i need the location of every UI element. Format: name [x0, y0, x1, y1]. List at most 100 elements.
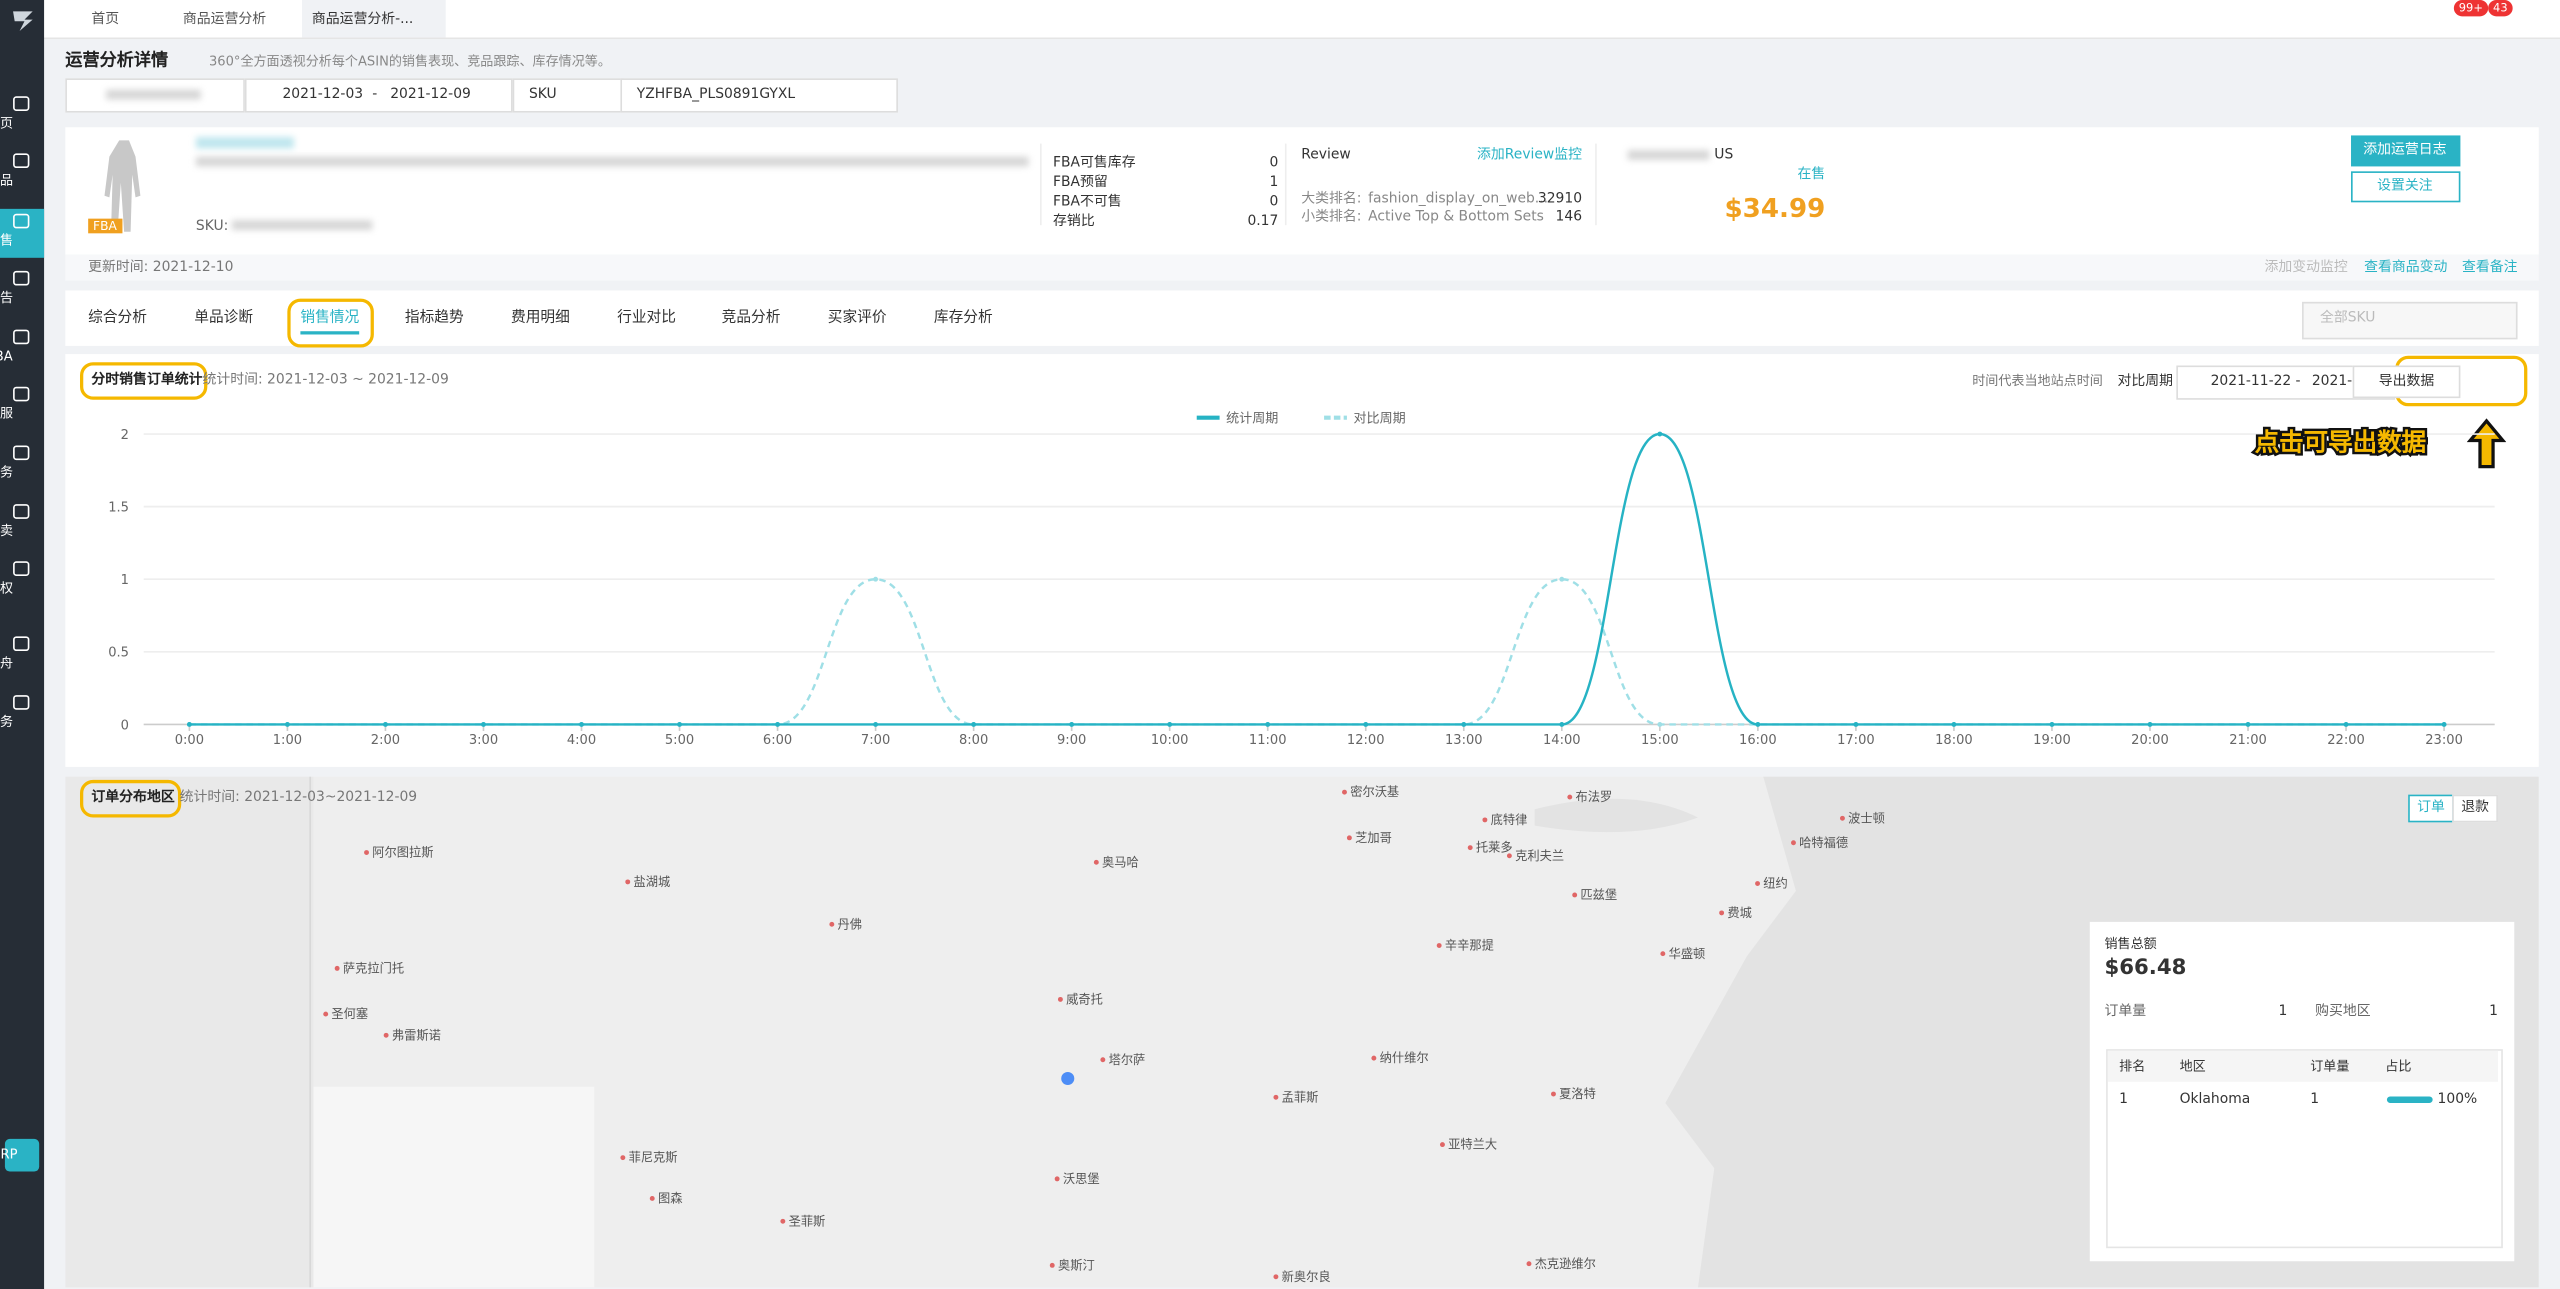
x-tick-label: 17:00 — [1837, 733, 1875, 748]
x-tick-label: 0:00 — [175, 733, 204, 748]
city-dot — [780, 1218, 786, 1224]
city-label: 圣何塞 — [331, 1006, 369, 1022]
point — [382, 722, 388, 727]
sidebar-item[interactable]: 客服 — [0, 406, 14, 421]
city-label: 费城 — [1727, 905, 1752, 921]
nav-tab[interactable]: 单品诊断 — [194, 310, 254, 327]
point — [1461, 722, 1467, 727]
city-label: 奥马哈 — [1102, 854, 1139, 870]
point — [2049, 722, 2055, 727]
icon — [13, 445, 30, 461]
sidebar-item[interactable]: 授权 — [0, 580, 14, 596]
point — [1559, 722, 1565, 727]
x-tick-label: 21:00 — [2229, 733, 2267, 748]
link[interactable]: 查看备注 — [2462, 259, 2518, 276]
nav-tab[interactable]: 行业对比 — [617, 310, 676, 327]
y-tick-label: 1 — [121, 573, 129, 588]
x-tick-label: 6:00 — [763, 733, 792, 748]
map-button[interactable]: 订单 — [2408, 794, 2454, 823]
city-dot — [1551, 1091, 1556, 1097]
sku: YZHFBA_PLS0891GYXL — [636, 86, 796, 103]
tab[interactable]: 首页 — [91, 11, 120, 28]
divider — [1284, 143, 1287, 226]
point — [971, 722, 977, 727]
city-dot — [323, 1011, 329, 1017]
sidebar-item[interactable]: 销售 — [0, 233, 14, 249]
point — [1853, 722, 1859, 727]
table-header: 占比 — [2385, 1058, 2412, 1074]
y-tick-label: 0.5 — [108, 646, 129, 661]
city-label: 丹佛 — [837, 916, 863, 932]
icon — [13, 96, 30, 111]
sidebar-item[interactable]: 方舟 — [0, 655, 14, 671]
table-cell: 1 — [2119, 1091, 2129, 1108]
point — [1363, 722, 1369, 727]
highlight — [287, 298, 374, 348]
arrow — [2466, 418, 2507, 469]
blurred-sku — [231, 220, 373, 231]
filter: SKU — [528, 86, 557, 103]
point — [186, 722, 192, 727]
nav-tab[interactable]: 库存分析 — [933, 310, 993, 327]
sidebar-item[interactable]: 广告 — [0, 290, 14, 306]
date: 2021-12-03 — [282, 86, 364, 103]
divider — [1039, 143, 1042, 226]
button[interactable]: 添加运营日志 — [2350, 135, 2460, 167]
chart-card — [65, 354, 2539, 767]
y-tick-label: 0 — [121, 718, 129, 733]
x-tick-label: 9:00 — [1057, 733, 1086, 748]
map-title: 订单分布地区 — [91, 789, 175, 807]
city-label: 孟菲斯 — [1281, 1089, 1319, 1105]
city-label: 威奇托 — [1066, 992, 1103, 1007]
summary-label: 销售总额 — [2104, 936, 2157, 952]
x-tick-label: 7:00 — [861, 733, 890, 748]
x-tick-label: 18:00 — [1935, 733, 1973, 748]
chart-title: 分时销售订单统计 — [91, 372, 203, 389]
link[interactable]: 查看商品变动 — [2364, 259, 2448, 276]
city-dot — [1100, 1057, 1106, 1063]
point — [873, 576, 879, 582]
city-label: 匹兹堡 — [1580, 887, 1618, 903]
stock-label: FBA不可售 — [1053, 194, 1122, 211]
button[interactable]: 设置关注 — [2350, 171, 2460, 203]
sidebar-item[interactable]: 服务 — [0, 714, 14, 730]
regions-label: 购买地区 — [2315, 1003, 2371, 1020]
map-button[interactable]: 退款 — [2452, 794, 2498, 823]
x-tick-label: 15:00 — [1641, 733, 1679, 748]
nav-tab[interactable]: 指标趋势 — [404, 310, 464, 327]
x-tick-label: 2:00 — [371, 733, 400, 748]
x-tick-label: 10:00 — [1151, 733, 1189, 748]
sku-input[interactable] — [620, 78, 898, 113]
x-tick-label: 23:00 — [2425, 733, 2463, 748]
filter-select[interactable] — [512, 78, 624, 113]
city-dot — [1467, 845, 1473, 851]
x-tick-label: 19:00 — [2033, 733, 2071, 748]
sidebar-item[interactable]: 跟卖 — [0, 523, 14, 539]
nav-tab[interactable]: 综合分析 — [88, 310, 147, 327]
erp-box — [4, 1138, 40, 1172]
nav-tab[interactable]: 竞品分析 — [721, 310, 781, 327]
link[interactable]: 添加变动监控 — [2264, 259, 2348, 276]
nav-tab[interactable]: 费用明细 — [511, 310, 570, 327]
sidebar-item[interactable]: FBA — [0, 349, 13, 364]
city-label: 弗雷斯诺 — [391, 1027, 441, 1043]
sku-select[interactable] — [2302, 301, 2518, 340]
sidebar-item[interactable]: 首页 — [0, 115, 14, 131]
tab[interactable]: 商品运营分析-... — [311, 11, 414, 28]
sku-select[interactable]: 全部SKU — [2319, 310, 2376, 327]
city-dot — [1660, 951, 1666, 957]
date-range[interactable] — [244, 78, 513, 113]
review-link[interactable]: 添加Review监控 — [1477, 146, 1583, 164]
note: 时间代表当地站点时间 — [1972, 373, 2103, 389]
sidebar-item[interactable]: 财务 — [0, 465, 14, 480]
sidebar-item[interactable]: ERP — [0, 1147, 18, 1162]
point — [2441, 722, 2447, 727]
nav-tab[interactable]: 销售情况 — [300, 308, 360, 335]
city-label: 杰克逊维尔 — [1534, 1256, 1596, 1272]
sidebar-item[interactable]: 选品 — [0, 172, 14, 188]
tab[interactable]: 商品运营分析 — [182, 11, 267, 28]
nav-tab[interactable]: 买家评价 — [827, 310, 887, 327]
date-sep: - — [2295, 373, 2301, 390]
table-header: 地区 — [2179, 1058, 2206, 1074]
export-button[interactable]: 导出数据 — [2352, 365, 2461, 399]
